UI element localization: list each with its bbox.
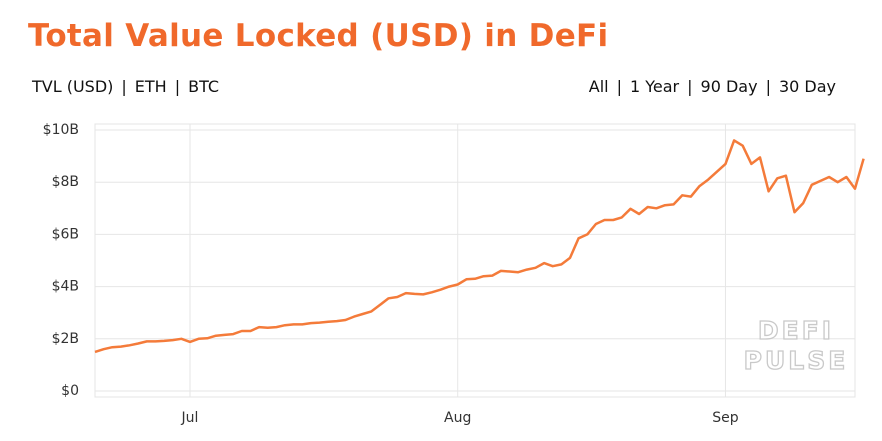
tab[interactable]: 30 Day xyxy=(778,77,836,96)
x-tick-label: Aug xyxy=(444,410,471,426)
page-title: Total Value Locked (USD) in DeFi xyxy=(28,18,609,54)
watermark: DEFI xyxy=(758,316,834,345)
y-tick-label: $6B xyxy=(52,226,79,242)
tab[interactable]: All xyxy=(588,77,609,96)
y-tick-label: $2B xyxy=(52,331,79,347)
watermark: PULSE xyxy=(744,346,849,375)
y-tick-label: $4B xyxy=(52,279,79,295)
tab-separator: | xyxy=(616,77,622,96)
tab[interactable]: ETH xyxy=(134,77,167,96)
tab-separator: | xyxy=(174,77,181,96)
unit-tabs: TVL (USD) | ETH | BTC xyxy=(32,77,219,96)
y-tick-label: $0 xyxy=(61,383,79,399)
line xyxy=(94,139,865,354)
tab[interactable]: 1 Year xyxy=(629,77,680,96)
x-tick-label: Sep xyxy=(712,410,739,426)
x-tick-label: Jul xyxy=(181,410,199,426)
tab-separator: | xyxy=(687,77,693,96)
tab[interactable]: BTC xyxy=(188,77,220,96)
tab-separator: | xyxy=(765,77,771,96)
y-tick-label: $8B xyxy=(52,174,79,190)
y-tick-label: $10B xyxy=(43,122,79,138)
range-tabs: All | 1 Year | 90 Day | 30 Day xyxy=(589,77,836,96)
plot-frame xyxy=(94,123,856,398)
tab[interactable]: 90 Day xyxy=(700,77,758,96)
tab[interactable]: TVL (USD) xyxy=(32,77,114,96)
tab-separator: | xyxy=(121,77,127,96)
